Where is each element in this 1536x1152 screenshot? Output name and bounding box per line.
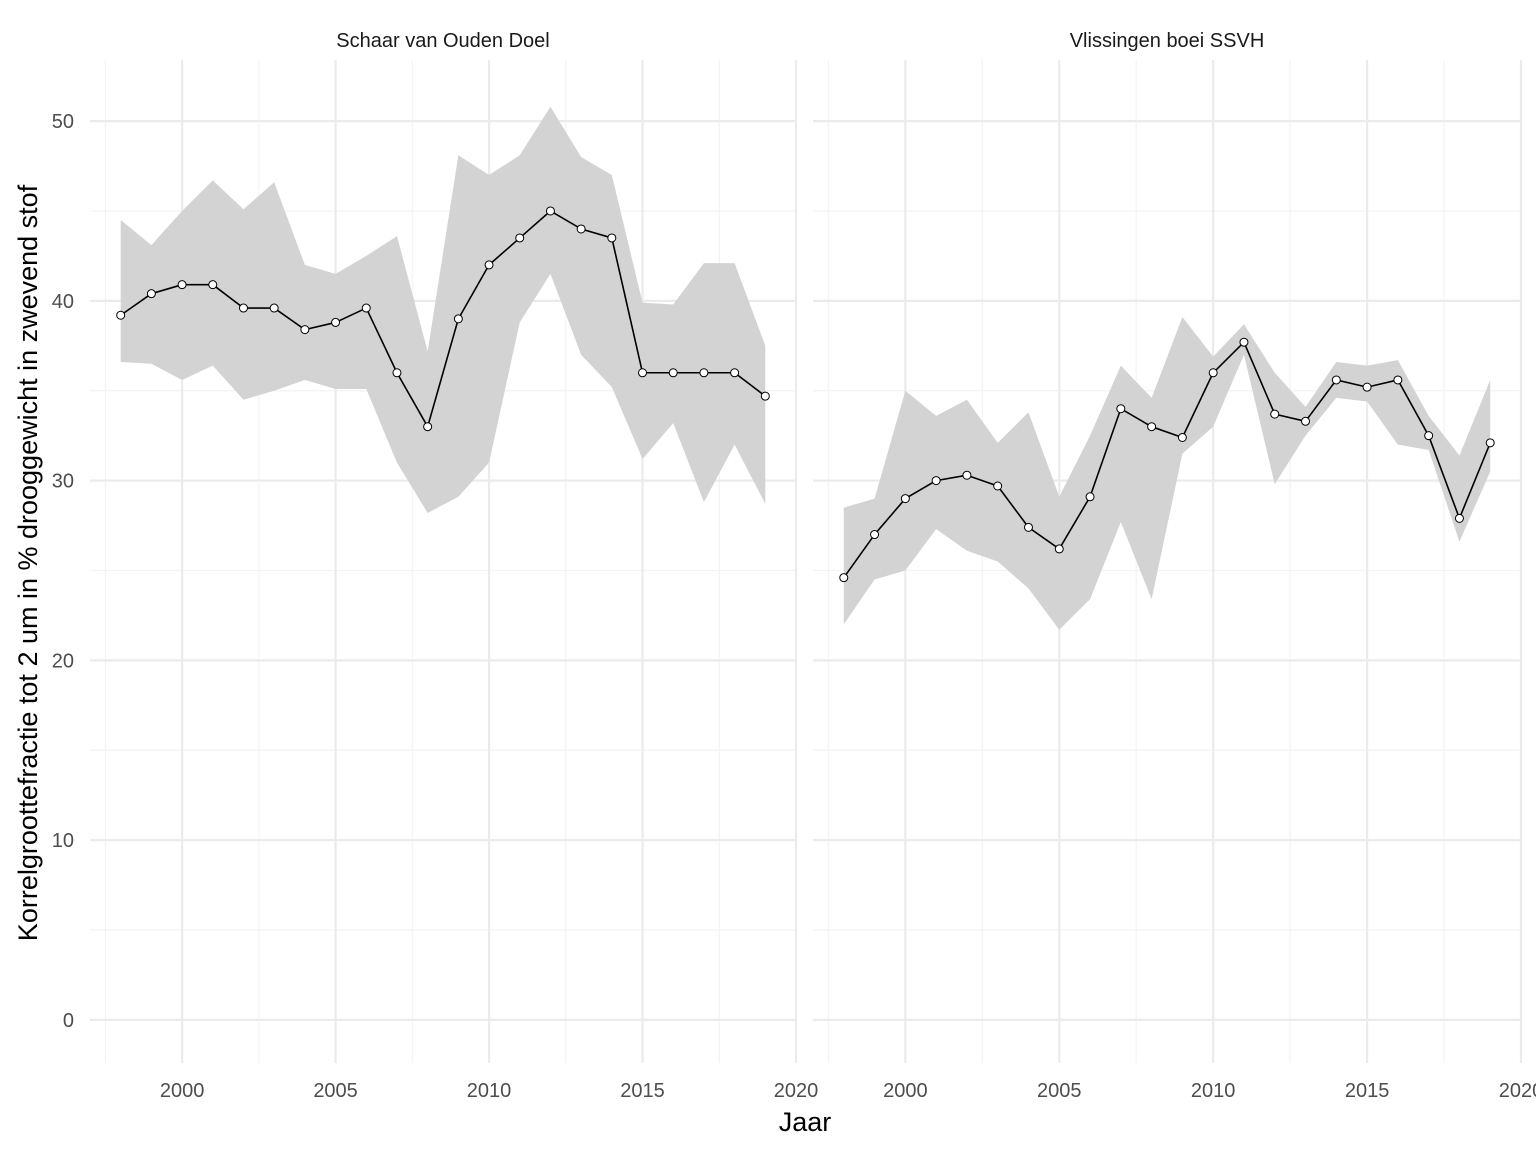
data-point (1331, 375, 1341, 385)
data-point (760, 391, 770, 401)
x-tick-label: 2005 (1037, 1080, 1082, 1102)
data-point (1116, 404, 1126, 414)
series-line (843, 341, 1491, 579)
series-line (120, 210, 766, 428)
y-tick-label: 10 (52, 830, 74, 852)
data-point (730, 368, 740, 378)
panel-1: 2000 2005 2010 2015 2020 Schaar van Ouden Doe… (90, 30, 818, 1102)
data-point (699, 368, 709, 378)
x-tick-label: 2010 (1191, 1080, 1236, 1102)
data-point (1270, 409, 1280, 419)
data-point (1023, 522, 1033, 532)
data-point (931, 476, 941, 486)
y-tick-label: 50 (52, 111, 74, 133)
data-point (484, 260, 494, 270)
facet-strip-label: Schaar van Ouden Doel (336, 30, 549, 52)
y-tick-label: 40 (52, 291, 74, 313)
x-tick-label: 2020 (774, 1080, 819, 1102)
data-point (900, 494, 910, 504)
data-point (607, 233, 617, 243)
data-point (1424, 431, 1434, 441)
data-point (870, 530, 880, 540)
data-point (638, 368, 648, 378)
confidence-ribbon (843, 317, 1491, 630)
x-tick-label: 2010 (467, 1080, 512, 1102)
data-point (300, 325, 310, 335)
data-point (453, 314, 463, 324)
data-point (962, 470, 972, 480)
x-axis-title: Jaar (779, 1107, 832, 1137)
data-point (361, 303, 371, 313)
data-point (1393, 375, 1403, 385)
y-tick-label: 30 (52, 471, 74, 493)
panel-2: 2000 2005 2010 2015 2020 Vlissingen boei SSVH (813, 30, 1536, 1102)
data-point (1208, 368, 1218, 378)
data-point (423, 422, 433, 432)
y-tick-label: 20 (52, 650, 74, 672)
x-tick-label: 2015 (620, 1080, 665, 1102)
y-axis-title: Korrelgroottefractie tot 2 um in % droog… (13, 184, 43, 941)
facet-strip-label: Vlissingen boei SSVH (1070, 30, 1265, 52)
data-point (1301, 416, 1311, 426)
x-tick-label: 2005 (313, 1080, 358, 1102)
data-point (1085, 492, 1095, 502)
data-point (515, 233, 525, 243)
data-point (993, 481, 1003, 491)
data-point (1362, 382, 1372, 392)
x-tick-label: 2000 (160, 1080, 205, 1102)
data-point (1239, 337, 1249, 347)
x-tick-label: 2000 (883, 1080, 928, 1102)
data-point (146, 289, 156, 299)
data-point (238, 303, 248, 313)
data-point (331, 317, 341, 327)
data-point (269, 303, 279, 313)
data-point (839, 573, 849, 583)
data-point (1485, 438, 1495, 448)
data-point (545, 206, 555, 216)
x-tick-label: 2020 (1499, 1080, 1536, 1102)
data-point (668, 368, 678, 378)
confidence-ribbon (120, 106, 766, 513)
data-point (392, 368, 402, 378)
data-point (208, 280, 218, 290)
data-point (576, 224, 586, 234)
data-point (177, 280, 187, 290)
data-point (1177, 432, 1187, 442)
data-point (1054, 544, 1064, 554)
data-point (1454, 513, 1464, 523)
y-tick-label: 0 (63, 1010, 74, 1032)
data-point (116, 310, 126, 320)
data-point (1147, 422, 1157, 432)
x-tick-label: 2015 (1345, 1080, 1390, 1102)
